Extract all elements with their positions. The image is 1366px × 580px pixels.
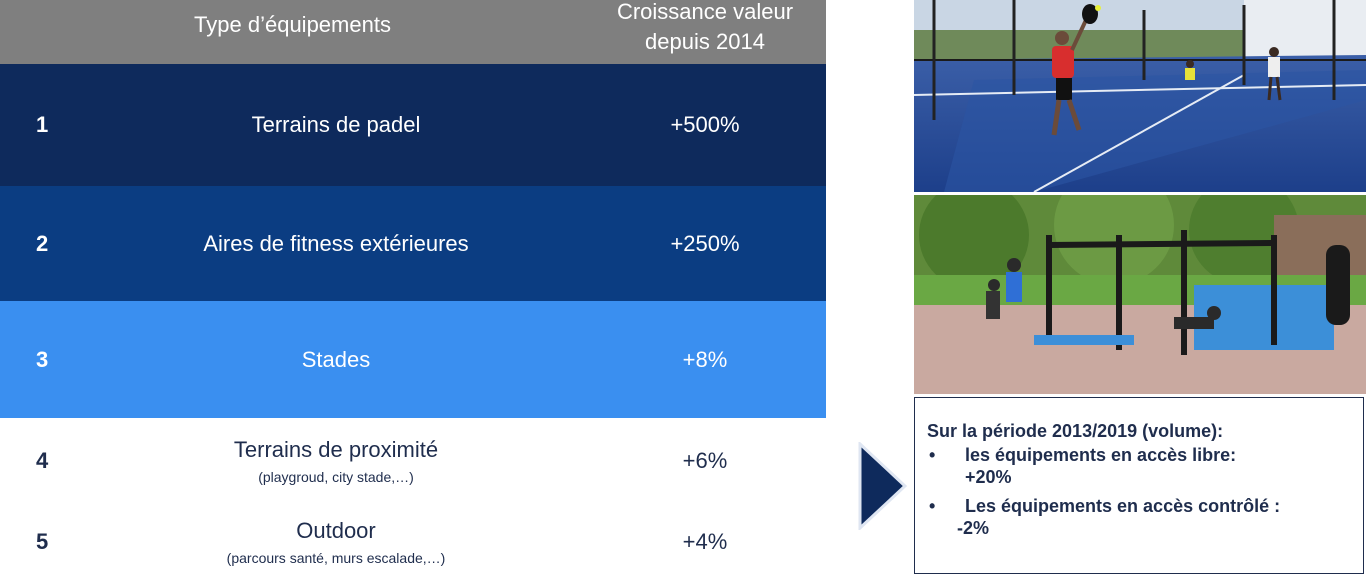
table-row: 2 Aires de fitness extérieures +250% [0,186,826,301]
outdoor-fitness-area-photo [914,195,1366,394]
row-rank: 2 [36,230,49,256]
row-equipment-type: Terrains de padel [120,64,552,186]
row-growth: +250% [670,230,740,256]
row-type-label: Terrains de proximité [233,437,439,462]
row-equipment-type: Terrains de proximité (playgroud, city s… [120,418,552,504]
table-row: 3 Stades +8% [0,301,826,418]
padel-court-photo [914,0,1366,192]
row-rank: 4 [36,448,49,473]
summary-item-value: -2% [957,518,990,538]
row-rank: 5 [36,529,49,554]
summary-item-label: Les équipements en accès contrôlé : [965,496,1281,516]
row-equipment-type: Outdoor (parcours santé, murs escalade,…… [120,504,552,580]
row-growth: +500% [670,112,740,137]
bullet-icon: • [929,496,936,516]
row-type-subtitle: (parcours santé, murs escalade,…) [226,550,446,566]
table-row: 1 Terrains de padel +500% [0,64,826,186]
summary-box: Sur la période 2013/2019 (volume): • les… [914,397,1364,574]
header-equipment-type: Type d’équipements [194,12,391,37]
summary-item-value: +20% [965,467,1012,487]
table-row: 4 Terrains de proximité (playgroud, city… [0,418,826,504]
header-growth-value: Croissance valeur depuis 2014 [616,0,794,54]
row-growth: +4% [682,529,728,554]
bullet-icon: • [929,445,936,465]
row-type-label: Stades [301,346,371,372]
list-item: • les équipements en accès libre: +20% [927,444,1351,488]
row-type-label: Terrains de padel [251,112,421,137]
summary-list: • les équipements en accès libre: +20% •… [927,444,1351,539]
row-type-label: Outdoor [296,518,376,543]
row-growth: +6% [682,448,728,473]
row-growth: +8% [682,346,728,372]
summary-title: Sur la période 2013/2019 (volume): [927,421,1224,441]
row-equipment-type: Aires de fitness extérieures [120,186,552,301]
table-header: Type d’équipements Croissance valeur dep… [0,0,826,64]
list-item: • Les équipements en accès contrôlé : -2… [927,495,1351,539]
summary-item-label: les équipements en accès libre: [965,445,1237,465]
row-rank: 1 [36,112,49,137]
table-row: 5 Outdoor (parcours santé, murs escalade… [0,504,826,580]
chevron-right-icon [858,442,907,530]
row-type-label: Aires de fitness extérieures [203,230,469,256]
row-equipment-type: Stades [120,301,552,418]
row-rank: 3 [36,346,49,372]
row-type-subtitle: (playgroud, city stade,…) [258,469,414,485]
